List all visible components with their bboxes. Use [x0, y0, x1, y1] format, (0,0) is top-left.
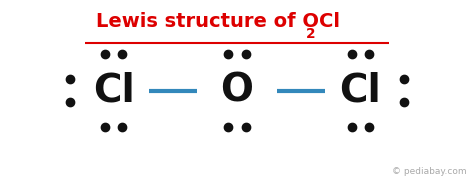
Text: © pediabay.com: © pediabay.com: [392, 167, 467, 176]
Text: Lewis structure of OCl: Lewis structure of OCl: [96, 12, 340, 31]
Text: O: O: [220, 71, 254, 110]
Text: Cl: Cl: [339, 71, 381, 110]
Text: Cl: Cl: [93, 71, 135, 110]
Text: 2: 2: [306, 27, 315, 41]
